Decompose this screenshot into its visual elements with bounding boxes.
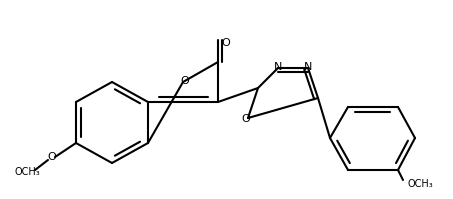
Text: O: O: [222, 38, 231, 48]
Text: OCH₃: OCH₃: [14, 167, 40, 177]
Text: O: O: [48, 152, 56, 162]
Text: N: N: [304, 62, 312, 72]
Text: O: O: [241, 114, 251, 124]
Text: N: N: [274, 62, 282, 72]
Text: O: O: [181, 76, 189, 86]
Text: OCH₃: OCH₃: [408, 179, 434, 189]
